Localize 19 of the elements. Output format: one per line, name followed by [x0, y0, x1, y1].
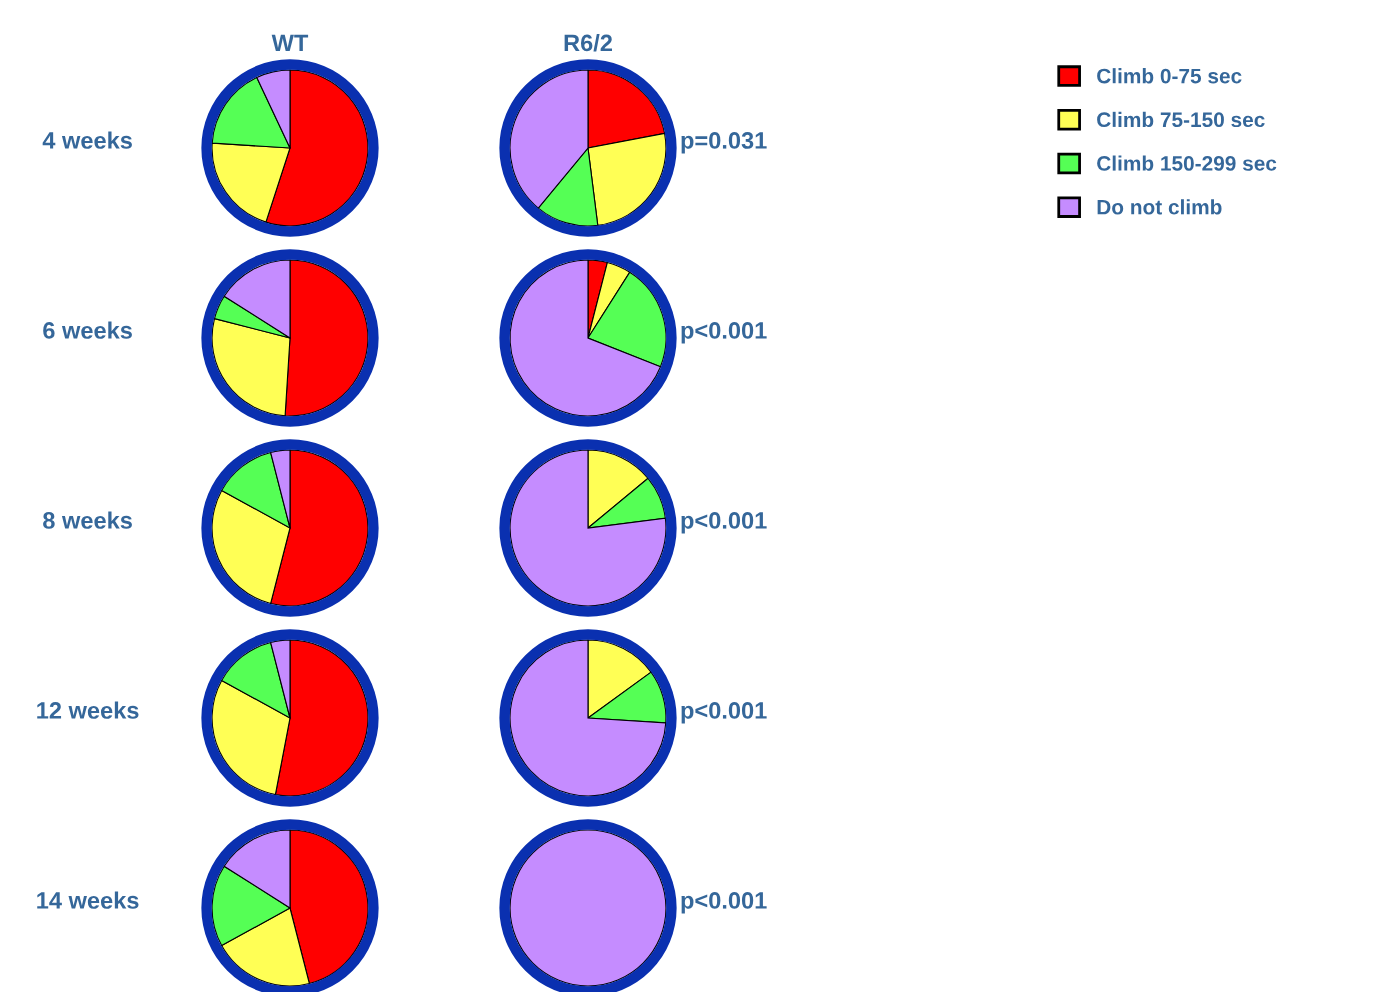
legend-label: Climb 75-150 sec [1097, 111, 1265, 128]
text: p<0.001 [681, 512, 767, 534]
pie-slice [509, 639, 667, 797]
text: p<0.001 [681, 892, 767, 914]
chart-title: WT [271, 34, 309, 52]
text: 4 weeks [42, 131, 132, 149]
text: p<0.001 [681, 322, 767, 344]
legend-label: Climb 150-299 sec [1097, 155, 1277, 171]
text: p=0.031 [681, 132, 767, 154]
chart-title: R6/2 [564, 33, 612, 52]
text: 6 weeks [43, 321, 132, 339]
legend-label: Do not climb [1097, 199, 1222, 215]
text: 14 weeks [37, 891, 139, 909]
pie-slice [509, 449, 667, 607]
text: 8 weeks [43, 511, 132, 529]
pie-slice [509, 259, 662, 417]
text: 12 weeks [37, 701, 139, 719]
text: p<0.001 [681, 702, 767, 724]
legend-label: Climb 0-75 sec [1097, 68, 1242, 84]
